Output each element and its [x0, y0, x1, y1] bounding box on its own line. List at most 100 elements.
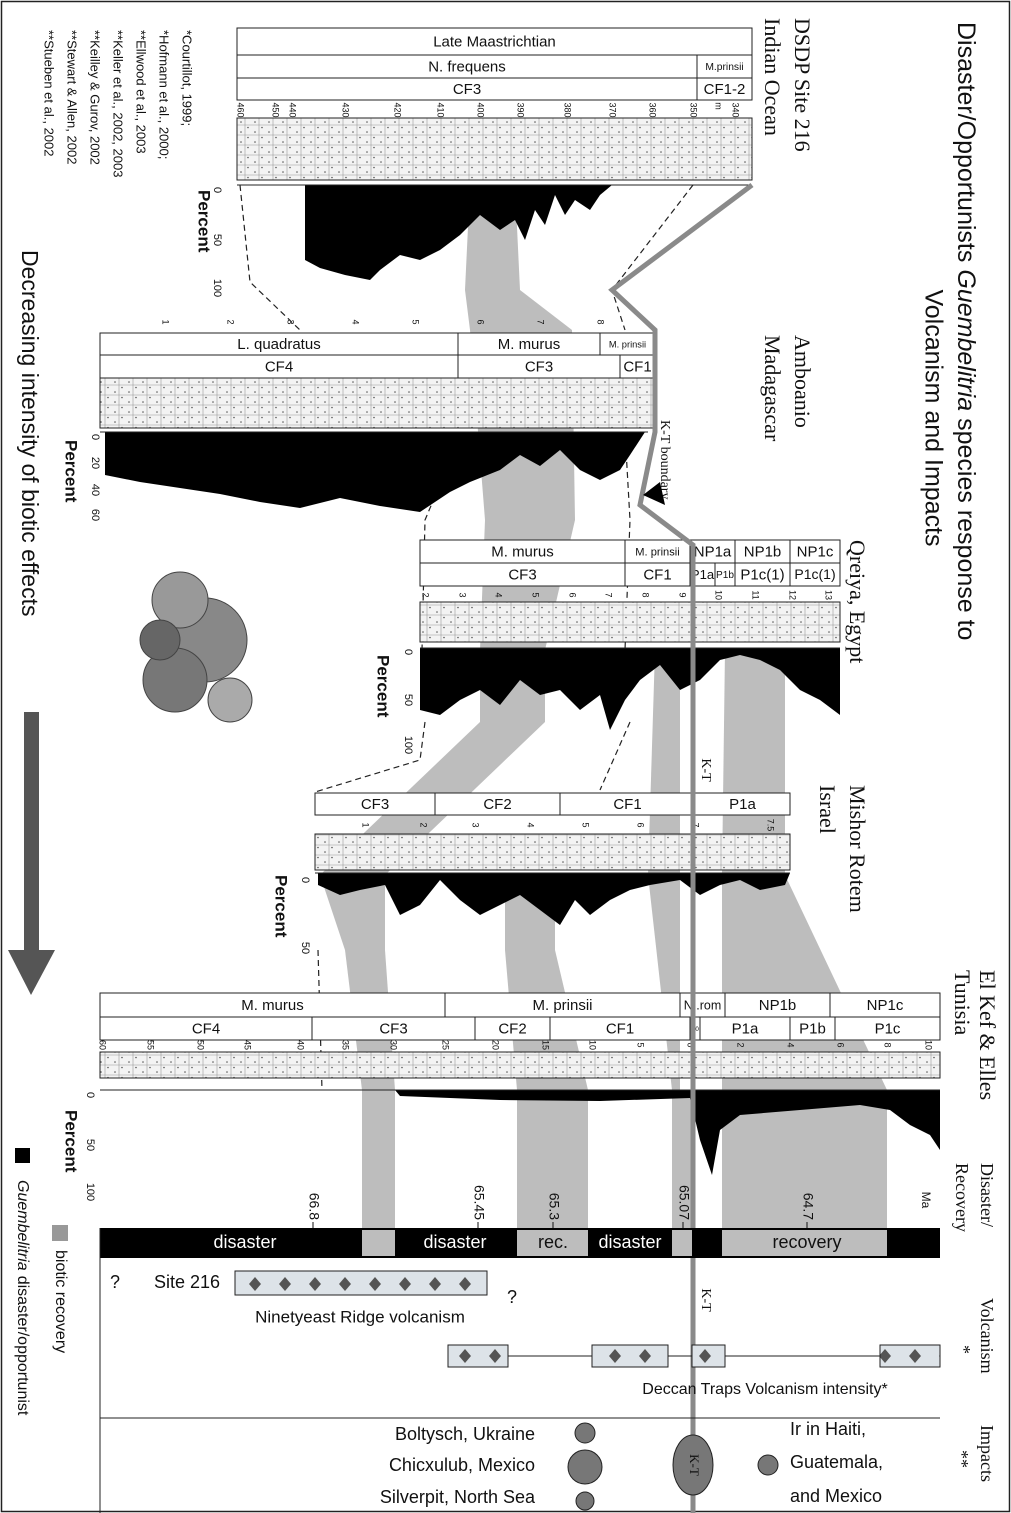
volcanism-label: ? — [507, 1287, 517, 1307]
figure: Disaster/OpportunistsGuembelitriaspecies… — [0, 0, 1011, 1513]
volcanism-label: Ninetyeast Ridge volcanism — [255, 1307, 465, 1326]
zone-label: P1c(1) — [794, 566, 835, 582]
depth-tick-label: 11 — [751, 590, 761, 599]
impact-marker — [575, 1423, 595, 1443]
dashed-line — [600, 722, 630, 790]
phase-label: recovery — [772, 1232, 841, 1252]
lithology-column — [420, 602, 840, 642]
zone-label: CF1 — [623, 358, 651, 375]
depth-tick-label: 60 — [98, 1040, 108, 1050]
site-name: Tunisia — [950, 970, 975, 1035]
depth-tick-label: 9 — [678, 592, 688, 597]
legend-part: Guembelitria — [14, 1180, 31, 1271]
zone-label: CF3 — [361, 796, 389, 813]
volcanism-label: ? — [110, 1272, 120, 1292]
depth-tick-label: 7 — [536, 319, 546, 324]
depth-tick-label: 12 — [788, 590, 798, 600]
percent-tick-label: 60 — [89, 509, 101, 521]
percent-tick-label: 0 — [402, 649, 414, 655]
site-name: Madagascar — [760, 335, 785, 442]
legend-label: Guembelitriadisaster/opportunist — [14, 1180, 31, 1416]
depth-tick-label: 10 — [714, 590, 724, 600]
zone-label: P1c — [875, 1020, 901, 1037]
depth-tick-label: 5 — [636, 1042, 646, 1047]
depth-tick-label: 30 — [389, 1040, 399, 1050]
percent-curve — [318, 873, 790, 925]
zone-label: N. frequens — [428, 58, 506, 75]
reference: **Keller et al., 2002, 2003 — [111, 30, 126, 177]
impact-label: Chicxulub, Mexico — [389, 1455, 535, 1475]
depth-tick-label: 6 — [476, 319, 486, 324]
reference: **Stueben et al., 2002 — [42, 30, 57, 157]
depth-tick-label: 340 — [731, 102, 741, 117]
zone-label: NP1a — [694, 543, 732, 560]
zone-label: CF2 — [483, 796, 511, 813]
row-label: * — [954, 1345, 974, 1354]
depth-tick-label: 35 — [341, 1040, 351, 1050]
zone-label: P1c(1) — [740, 566, 784, 583]
site-name: El Kef & Elles — [975, 970, 1000, 1100]
phase-label: rec. — [538, 1232, 568, 1252]
depth-tick-label: 13 — [824, 590, 834, 600]
impact-label: Ir in Haiti, — [790, 1419, 866, 1439]
depth-tick-label: 5 — [411, 319, 421, 324]
depth-tick-label: 40 — [296, 1040, 306, 1050]
depth-tick-label: 45 — [243, 1040, 253, 1050]
kt-label: K-T — [698, 1288, 713, 1312]
depth-tick-label: 8 — [596, 319, 606, 324]
depth-tick-label: 360 — [648, 102, 658, 117]
depth-tick-label: 4 — [526, 822, 536, 827]
zone-label: NP1c — [797, 543, 834, 560]
percent-curve — [305, 185, 612, 280]
zone-label: CF1 — [606, 1020, 634, 1037]
legend-label: biotic recovery — [52, 1250, 69, 1353]
title-part: Disaster/Opportunists — [952, 22, 980, 262]
impact-label: Boltysch, Ukraine — [395, 1424, 535, 1444]
depth-tick-label: 4 — [786, 1042, 796, 1047]
lithology-column — [237, 118, 752, 180]
volcanism-label: Deccan Traps Volcanism intensity* — [642, 1381, 887, 1398]
zone-label: CF2 — [498, 1020, 526, 1037]
dashed-line — [315, 722, 425, 792]
age-label: 66.8 — [306, 1193, 322, 1220]
percent-label: Percent — [62, 440, 81, 503]
volcanism-label: Site 216 — [154, 1272, 220, 1292]
reference: **Keilley & Gurov, 2002 — [88, 30, 103, 165]
zone-label: M. prinsii — [609, 339, 646, 349]
arrow-head — [8, 950, 55, 995]
depth-tick-label: 370 — [608, 102, 618, 117]
percent-tick-label: 100 — [211, 279, 223, 297]
depth-tick-label: 420 — [393, 102, 403, 117]
correlation-band — [362, 1090, 395, 1228]
impact-marker — [758, 1455, 778, 1475]
percent-tick-label: 50 — [84, 1139, 96, 1151]
reference: **Ellwood et al., 2003 — [134, 30, 149, 154]
volcanism-box — [235, 1271, 487, 1295]
zone-label: M. murus — [491, 543, 554, 560]
zone-label: P1a — [732, 1020, 759, 1037]
zone-label: P1b — [716, 570, 734, 581]
volcanism-box — [448, 1345, 508, 1367]
impact-label: and Mexico — [790, 1486, 882, 1506]
kt-label: K-T — [687, 1454, 702, 1476]
percent-label: Percent — [62, 1110, 81, 1173]
arrow-text: Decreasing intensity of biotic effects — [17, 250, 43, 616]
depth-tick-label: 7 — [604, 592, 614, 597]
depth-tick-label: 410 — [436, 102, 446, 117]
depth-tick-label: 6 — [836, 1042, 846, 1047]
depth-tick-label: 5 — [531, 592, 541, 597]
zone-label: M. murus — [498, 336, 561, 353]
depth-tick-label: 4 — [351, 319, 361, 324]
row-label: ** — [952, 1450, 972, 1468]
age-label: 65.07 — [676, 1185, 692, 1220]
zone-label: N .rom — [684, 998, 722, 1012]
depth-tick-label: 450 — [271, 102, 281, 117]
zone-label: CF1 — [643, 566, 671, 583]
zone-label: L. quadratus — [237, 336, 320, 353]
depth-tick-label: 400 — [476, 102, 486, 117]
depth-tick-label: 3 — [471, 822, 481, 827]
zone-label: CF3 — [508, 566, 536, 583]
kt-label: K-T — [698, 758, 713, 782]
legend-swatch — [52, 1225, 68, 1241]
row-label: Volcanism — [977, 1298, 997, 1374]
